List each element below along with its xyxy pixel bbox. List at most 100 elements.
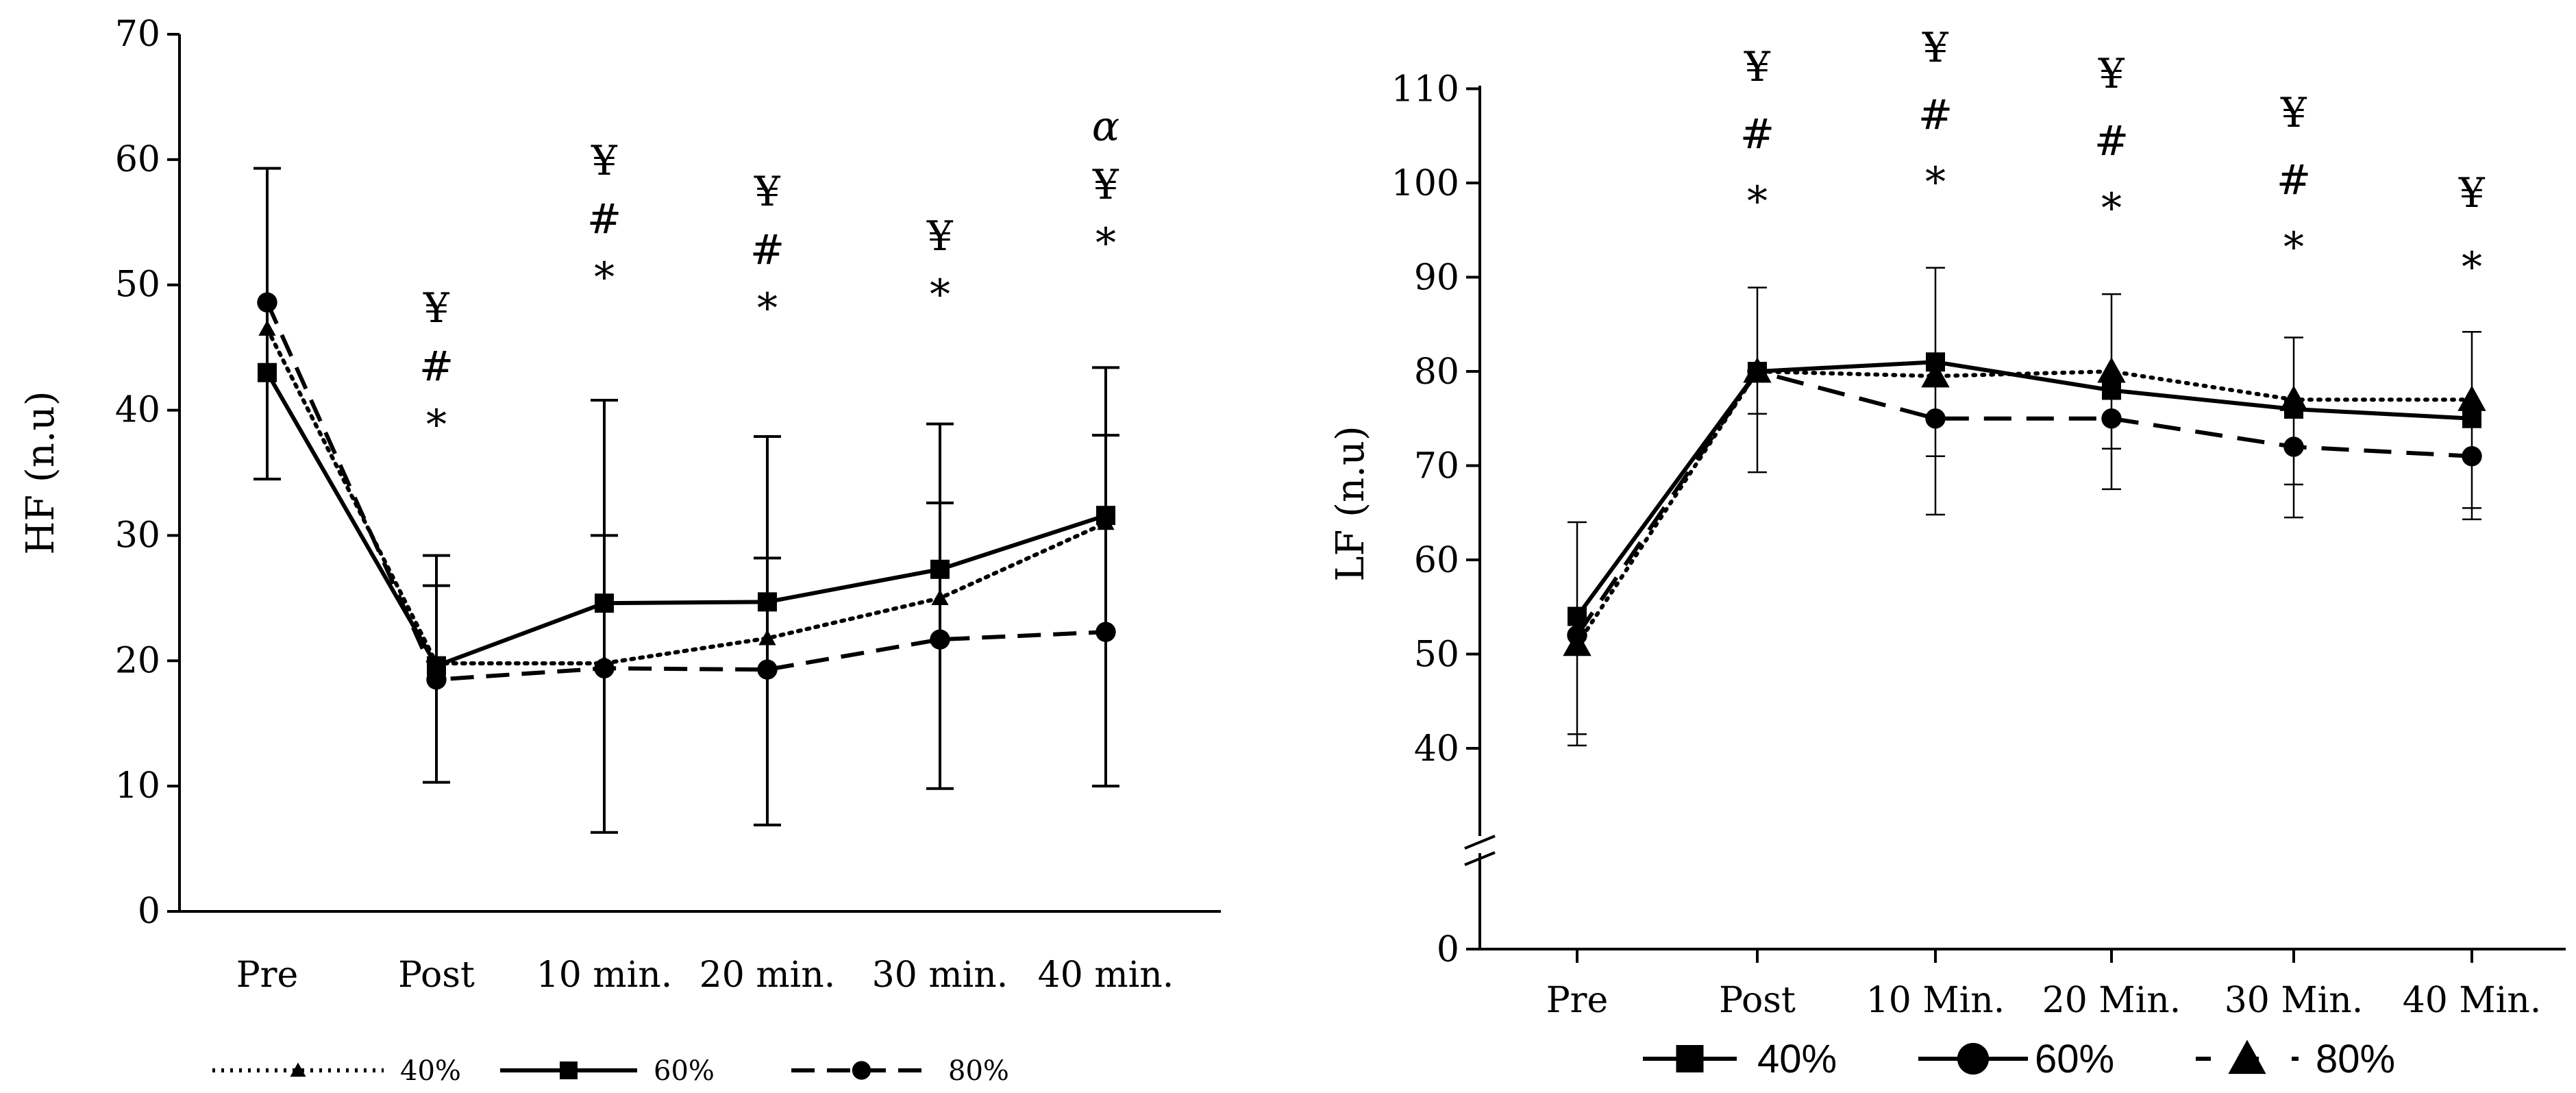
x-tick-label: 10 Min. — [1866, 980, 2005, 1021]
data-point-80% — [426, 670, 447, 690]
series-line-40% — [1575, 360, 2473, 618]
y-tick-label: 50 — [115, 265, 160, 306]
significance-marker: * — [1095, 219, 1116, 267]
legend-label: 40% — [1757, 1037, 1837, 1081]
y-tick-label: 30 — [115, 515, 160, 556]
data-point-80% — [594, 658, 615, 678]
x-tick-label: 20 min. — [699, 955, 836, 996]
data-point-40% — [2462, 408, 2481, 428]
significance-marker: ¥ — [926, 212, 954, 260]
legend-label: 80% — [2316, 1037, 2395, 1081]
significance-marker: * — [930, 271, 950, 319]
significance-marker: # — [419, 343, 454, 391]
significance-marker: # — [750, 226, 784, 274]
data-point-80% — [2097, 357, 2126, 383]
series-line-80% — [265, 302, 1106, 682]
series-line-60% — [265, 371, 1106, 669]
significance-marker: α — [1092, 103, 1120, 151]
legend-marker — [1957, 1042, 1990, 1075]
axis-break-mark — [1464, 851, 1496, 866]
significance-marker: * — [594, 254, 615, 302]
data-point-40% — [2102, 380, 2121, 400]
x-tick-label: 40 min. — [1038, 955, 1174, 996]
significance-marker: ¥ — [2280, 89, 2307, 137]
significance-marker: * — [2101, 184, 2122, 232]
x-tick-label: Pre — [1546, 980, 1609, 1021]
data-point-40% — [758, 629, 776, 646]
hf-chart: 0 10 20 30 40 50 60 70 Pre Post 10 min. 20 min. 30 m… — [18, 14, 1221, 1087]
y-tick-label: 40 — [1414, 728, 1459, 770]
y-tick-label: 70 — [115, 14, 160, 55]
legend-marker — [2228, 1040, 2266, 1074]
legend-label: 60% — [654, 1055, 715, 1087]
y-axis-label: LF (n.u) — [1328, 426, 1373, 581]
data-point-60% — [2101, 408, 2122, 429]
y-tick-label: 110 — [1391, 69, 1459, 110]
data-point-40% — [2284, 400, 2303, 419]
y-tick-label: 60 — [115, 139, 160, 180]
data-point-60% — [2462, 446, 2482, 467]
legend-label: 80% — [948, 1055, 1009, 1087]
significance-marker: # — [1740, 110, 1774, 158]
data-point-60% — [758, 592, 777, 612]
data-point-80% — [257, 292, 277, 313]
x-tick-label: 30 Min. — [2225, 980, 2364, 1021]
significance-marker: ¥ — [591, 137, 618, 185]
y-tick-label: 0 — [1437, 929, 1459, 970]
y-tick-label: 40 — [115, 390, 160, 431]
y-tick-label: 50 — [1414, 635, 1459, 676]
data-point-40% — [931, 589, 949, 605]
data-point-60% — [1096, 506, 1115, 526]
data-point-40% — [1748, 362, 1767, 381]
significance-marker: # — [1918, 91, 1953, 139]
data-point-60% — [1925, 408, 1946, 429]
legend-label: 60% — [2035, 1037, 2114, 1081]
y-tick-label: 20 — [115, 640, 160, 681]
data-point-40% — [258, 320, 276, 336]
y-tick-label: 60 — [1414, 540, 1459, 581]
significance-marker: ¥ — [2098, 50, 2125, 98]
x-tick-label: Post — [1719, 980, 1796, 1021]
legend-label: 40% — [400, 1055, 461, 1087]
y-axis-label: HF (n.u) — [18, 391, 63, 554]
significance-marker: ¥ — [1092, 161, 1119, 209]
data-point-80% — [1095, 622, 1116, 642]
data-point-80% — [1921, 362, 1950, 388]
data-point-60% — [930, 559, 950, 579]
y-tick-label: 90 — [1414, 258, 1459, 299]
significance-marker: # — [587, 195, 621, 243]
significance-marker: * — [1747, 177, 1768, 225]
y-tick-label: 100 — [1391, 163, 1459, 204]
significance-marker: # — [2277, 156, 2311, 204]
y-tick-label: 70 — [1414, 446, 1459, 487]
significance-marker: ¥ — [423, 284, 450, 332]
y-tick-label: 10 — [115, 765, 160, 807]
data-point-40% — [1926, 352, 1945, 372]
x-tick-label: 20 Min. — [2042, 980, 2181, 1021]
x-tick-label: 30 min. — [872, 955, 1008, 996]
legend-marker — [290, 1062, 306, 1077]
significance-marker: * — [757, 284, 778, 332]
series-line-40% — [265, 326, 1108, 665]
data-point-80% — [757, 659, 778, 680]
significance-marker: ¥ — [1744, 43, 1771, 91]
data-point-80% — [2457, 385, 2486, 411]
data-point-80% — [930, 629, 950, 650]
significance-marker: ¥ — [754, 168, 781, 216]
x-tick-label: Pre — [236, 955, 299, 996]
significance-marker: * — [1925, 158, 1946, 206]
significance-marker: * — [426, 401, 447, 449]
data-point-60% — [258, 363, 277, 382]
significance-marker: * — [2283, 223, 2304, 271]
legend-marker — [560, 1061, 578, 1079]
significance-marker: ¥ — [2458, 169, 2486, 217]
significance-marker: ¥ — [1922, 24, 1949, 72]
legend-marker — [1676, 1045, 1704, 1072]
x-tick-label: 40 Min. — [2403, 980, 2542, 1021]
data-point-60% — [1567, 625, 1587, 646]
data-point-60% — [595, 593, 614, 613]
significance-marker: # — [2094, 117, 2129, 165]
axis-break-mark — [1464, 835, 1496, 850]
data-point-60% — [2283, 437, 2304, 457]
